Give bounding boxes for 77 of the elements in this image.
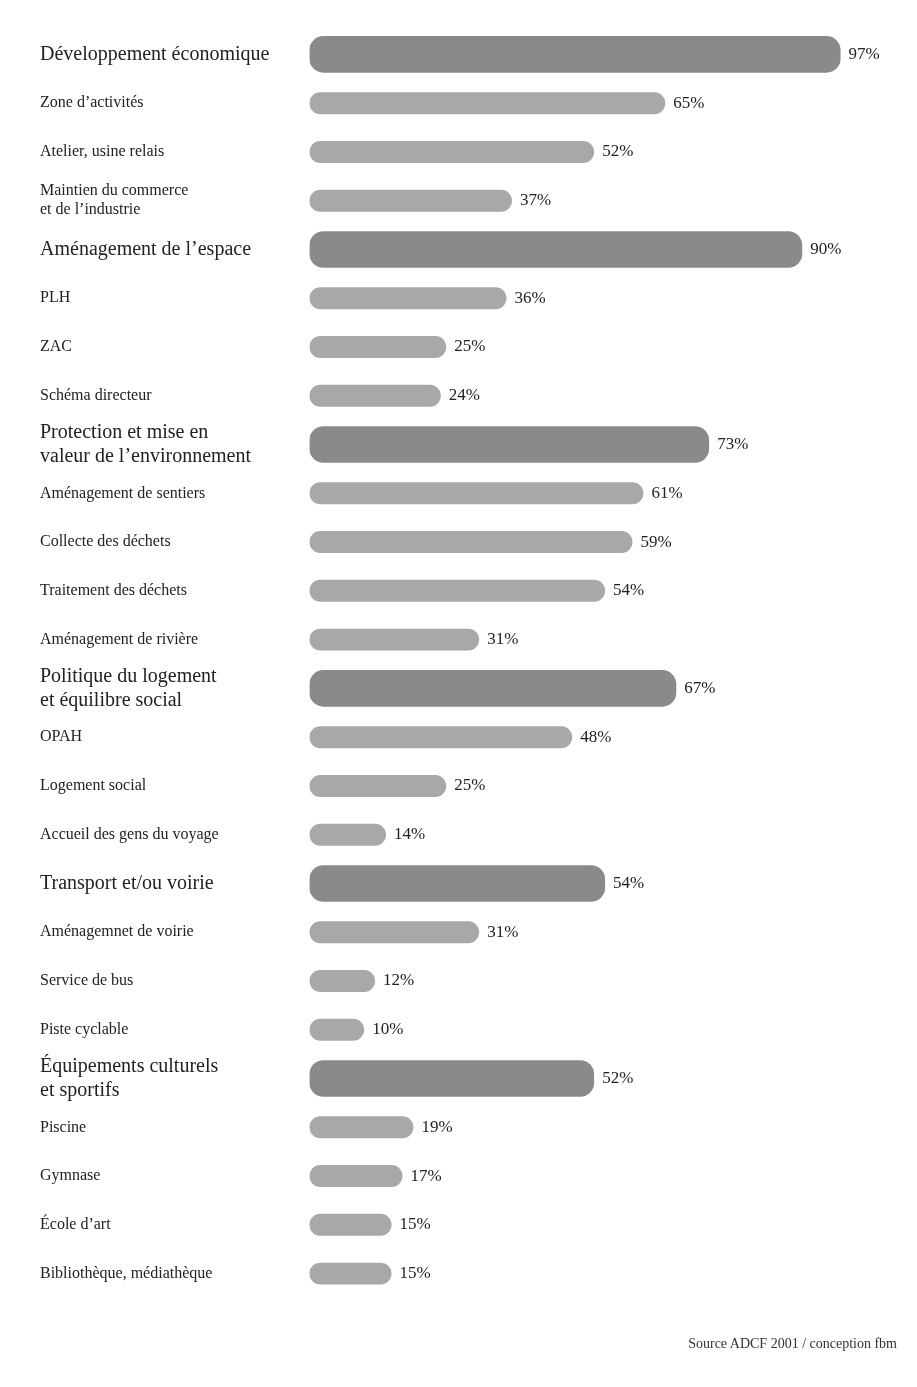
bar (309, 140, 595, 163)
source-note: Source ADCF 2001 / conception fbm (687, 1336, 897, 1352)
bar (309, 92, 666, 115)
data-label: 37% (519, 190, 552, 210)
y-tick-label: Bibliothèque, médiathèque (40, 1263, 213, 1282)
data-label: 48% (580, 726, 612, 746)
bar (309, 36, 841, 73)
y-tick-label: Aménagement de rivière (40, 629, 199, 648)
bar (309, 384, 441, 407)
y-tick-label: PLH (40, 288, 71, 306)
bar (309, 726, 573, 749)
y-tick-label: Protection et mise en valeur de l’environnement (40, 419, 252, 466)
bar (309, 1116, 414, 1139)
data-label: 31% (487, 629, 519, 649)
data-label: 12% (383, 970, 415, 990)
y-tick-label: Traitement des déchets (40, 581, 187, 599)
y-tick-label: Équipements culturels et sportifs (40, 1053, 219, 1101)
data-label: 19% (421, 1116, 453, 1136)
data-label: 24% (448, 385, 480, 405)
y-tick-label: Collecte des déchets (40, 532, 171, 550)
data-label: 52% (602, 141, 634, 161)
y-tick-label: ZAC (40, 337, 72, 355)
data-label: 67% (684, 677, 716, 697)
bar (309, 231, 803, 268)
data-label: 17% (410, 1165, 442, 1185)
bar (309, 1060, 595, 1097)
y-tick-label: Développement économique (40, 41, 270, 65)
bar (309, 531, 633, 554)
y-tick-label: Piste cyclable (40, 1019, 129, 1038)
y-tick-label: Aménagement de sentiers (40, 483, 206, 502)
y-tick-label: Logement social (40, 776, 147, 795)
y-tick-label: Aménagement de l’espace (40, 236, 252, 260)
bar (309, 1213, 392, 1236)
y-tick-label: Gymnase (40, 1166, 101, 1185)
data-label: 54% (613, 580, 645, 600)
y-tick-label: Schéma directeur (40, 385, 153, 403)
data-label: 36% (514, 287, 546, 307)
bar (309, 628, 480, 651)
data-label: 52% (602, 1068, 634, 1088)
y-tick-label: Transport et/ou voirie (40, 870, 214, 894)
data-label: 65% (673, 92, 705, 112)
y-tick-label: Piscine (40, 1117, 87, 1135)
bar (309, 426, 710, 463)
y-tick-label: OPAH (40, 727, 83, 745)
bar (309, 482, 644, 505)
data-label: 61% (651, 482, 683, 502)
data-label: 73% (717, 434, 749, 454)
bar (309, 1262, 392, 1285)
data-label: 97% (848, 43, 880, 63)
y-tick-label: Zone d’activités (40, 93, 144, 111)
bar (309, 865, 606, 902)
data-label: 15% (399, 1214, 431, 1234)
data-label: 25% (454, 775, 486, 795)
bar (309, 579, 606, 602)
data-label: 25% (454, 336, 486, 356)
y-tick-label: Atelier, usine relais (40, 142, 165, 160)
bar (309, 189, 512, 212)
y-tick-label: Accueil des gens du voyage (40, 824, 219, 843)
data-label: 14% (394, 824, 426, 844)
data-label: 15% (399, 1263, 431, 1283)
bar (309, 670, 677, 707)
bar (309, 921, 480, 944)
data-label: 59% (640, 531, 672, 551)
data-label: 10% (372, 1019, 404, 1039)
bar (309, 336, 447, 358)
data-label: 31% (487, 921, 519, 941)
y-tick-label: Service de bus (40, 971, 134, 989)
y-tick-label: Aménagemnet de voirie (40, 922, 194, 941)
data-label: 54% (613, 872, 645, 892)
bar (309, 774, 447, 797)
y-tick-label: Maintien du commerce et de l’industrie (40, 181, 189, 218)
data-label: 90% (810, 238, 842, 258)
y-tick-label: Politique du logement et équilibre social (40, 663, 218, 711)
bar (309, 287, 507, 310)
y-tick-label: École d’art (40, 1214, 112, 1233)
bar (309, 1165, 403, 1188)
bar (309, 823, 387, 846)
